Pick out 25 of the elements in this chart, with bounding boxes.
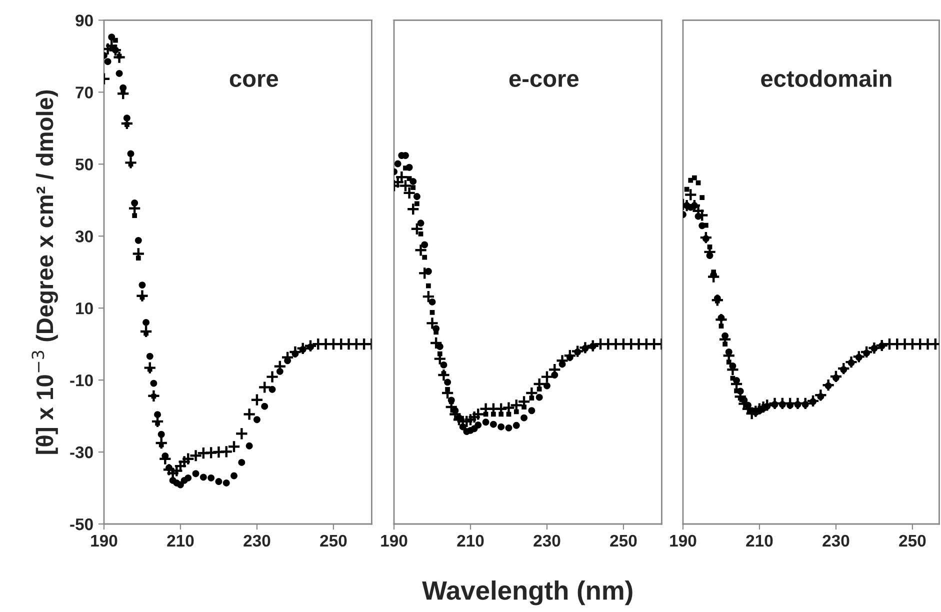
x-tick-label: 230 (244, 534, 270, 547)
text: e-core (509, 74, 579, 87)
x-tick-label: 250 (610, 534, 637, 547)
x-tick-label: 210 (457, 534, 484, 547)
x-tick-label: 230 (822, 534, 850, 547)
x-tick-label: 210 (167, 534, 194, 547)
x-tick-label: 250 (899, 534, 926, 547)
y-tick-label: -30 (70, 446, 93, 458)
y-tick-label: 30 (75, 230, 93, 242)
x-tick-label: 230 (534, 534, 560, 547)
y-tick-label: -50 (70, 518, 93, 530)
y-axis-title: [θ] x 10$^{−3}$ (Degree x cm² / dmole) (32, 90, 58, 454)
text: ectodomain (761, 70, 892, 87)
x-tick-label: 250 (320, 534, 347, 547)
x-axis-title: Wavelength (nm) (422, 580, 632, 606)
y-tick-label: 50 (76, 158, 93, 170)
y-tick-label: 90 (76, 14, 93, 26)
x-tick-label: 210 (746, 534, 773, 547)
x-tick-label: 190 (381, 534, 408, 547)
y-tick-label: -10 (70, 374, 93, 386)
x-tick-label: 190 (91, 534, 118, 547)
x-tick-label: 190 (670, 534, 696, 547)
y-tick-label: 70 (76, 86, 93, 98)
text: core (230, 74, 278, 87)
y-tick-label: 10 (76, 302, 93, 314)
